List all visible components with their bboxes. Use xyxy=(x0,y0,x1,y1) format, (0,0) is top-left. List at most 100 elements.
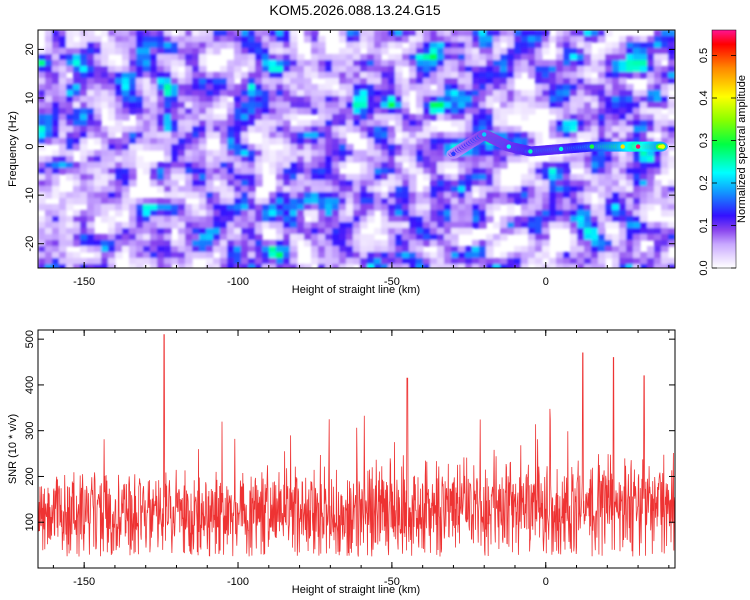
heatmap-cell xyxy=(605,216,613,223)
heatmap-cell xyxy=(612,132,620,139)
heatmap-cell xyxy=(262,204,270,211)
heatmap-cell xyxy=(311,102,319,109)
heatmap-cell xyxy=(185,144,193,151)
heatmap-cell xyxy=(374,186,382,193)
heatmap-cell xyxy=(402,264,410,268)
heatmap-cell xyxy=(248,168,256,175)
heatmap-cell xyxy=(479,240,487,247)
heatmap-cell xyxy=(220,192,228,199)
heatmap-cell xyxy=(346,210,354,217)
heatmap-cell xyxy=(332,72,340,79)
heatmap-cell xyxy=(234,240,242,247)
heatmap-cell xyxy=(325,84,333,91)
heatmap-cell xyxy=(472,186,480,193)
heatmap-cell xyxy=(493,72,501,79)
heatmap-cell xyxy=(416,138,424,145)
heatmap-cell xyxy=(570,126,578,133)
heatmap-cell xyxy=(584,66,592,73)
heatmap-cell xyxy=(122,204,130,211)
heatmap-cell xyxy=(479,102,487,109)
heatmap-cell xyxy=(45,234,53,241)
heatmap-cell xyxy=(437,234,445,241)
heatmap-cell xyxy=(549,108,557,115)
heatmap-cell xyxy=(164,210,172,217)
heatmap-cell xyxy=(129,180,137,187)
heatmap-cell xyxy=(395,252,403,259)
heatmap-cell xyxy=(59,150,67,157)
heatmap-cell xyxy=(73,222,81,229)
heatmap-cell xyxy=(549,126,557,133)
heatmap-cell xyxy=(381,240,389,247)
heatmap-cell xyxy=(612,162,620,169)
heatmap-cell xyxy=(38,54,46,61)
heatmap-cell xyxy=(164,144,172,151)
heatmap-cell xyxy=(353,192,361,199)
heatmap-cell xyxy=(143,198,151,205)
heatmap-cell xyxy=(626,198,634,205)
heatmap-cell xyxy=(409,240,417,247)
heatmap-cell xyxy=(234,168,242,175)
heatmap-cell xyxy=(367,150,375,157)
heatmap-cell xyxy=(332,198,340,205)
heatmap-cell xyxy=(661,258,669,265)
heatmap-cell xyxy=(486,252,494,259)
heatmap-cell xyxy=(220,66,228,73)
heatmap-cell xyxy=(269,90,277,97)
heatmap-cell xyxy=(451,246,459,253)
heatmap-cell xyxy=(633,156,641,163)
heatmap-cell xyxy=(332,114,340,121)
heatmap-cell xyxy=(395,186,403,193)
heatmap-cell xyxy=(150,234,158,241)
heatmap-cell xyxy=(654,126,662,133)
heatmap-cell xyxy=(479,204,487,211)
heatmap-cell xyxy=(52,252,60,259)
heatmap-cell xyxy=(444,96,452,103)
heatmap-cell xyxy=(80,90,88,97)
heatmap-cell xyxy=(360,42,368,49)
heatmap-cell xyxy=(325,66,333,73)
heatmap-cell xyxy=(276,54,284,61)
heatmap-cell xyxy=(283,60,291,67)
heatmap-cell xyxy=(402,210,410,217)
heatmap-cell xyxy=(584,252,592,259)
heatmap-cell xyxy=(283,210,291,217)
heatmap-cell xyxy=(297,54,305,61)
heatmap-cell xyxy=(437,30,445,37)
heatmap-cell xyxy=(45,54,53,61)
heatmap-cell xyxy=(430,114,438,121)
heatmap-cell xyxy=(122,60,130,67)
heatmap-cell xyxy=(339,210,347,217)
heatmap-cell xyxy=(500,228,508,235)
heatmap-cell xyxy=(157,30,165,37)
heatmap-cell xyxy=(479,126,487,133)
heatmap-cell xyxy=(668,78,675,85)
heatmap-cell xyxy=(507,126,515,133)
heatmap-cell xyxy=(493,192,501,199)
heatmap-cell xyxy=(80,186,88,193)
heatmap-cell xyxy=(94,156,102,163)
heatmap-cell xyxy=(493,240,501,247)
heatmap-cell xyxy=(577,132,585,139)
heatmap-cell xyxy=(73,126,81,133)
heatmap-cell xyxy=(367,84,375,91)
heatmap-cell xyxy=(395,258,403,265)
heatmap-cell xyxy=(640,174,648,181)
heatmap-cell xyxy=(255,90,263,97)
heatmap-cell xyxy=(465,96,473,103)
heatmap-cell xyxy=(465,162,473,169)
heatmap-cell xyxy=(269,246,277,253)
heatmap-cell xyxy=(598,102,606,109)
heatmap-cell xyxy=(94,138,102,145)
heatmap-cell xyxy=(507,42,515,49)
heatmap-cell xyxy=(213,204,221,211)
heatmap-cell xyxy=(633,114,641,121)
heatmap-cell xyxy=(332,210,340,217)
heatmap-cell xyxy=(402,144,410,151)
heatmap-cell xyxy=(318,54,326,61)
heatmap-cell xyxy=(101,150,109,157)
heatmap-cell xyxy=(248,210,256,217)
heatmap-cell xyxy=(647,102,655,109)
heatmap-cell xyxy=(80,234,88,241)
heatmap-cell xyxy=(430,42,438,49)
heatmap-cell xyxy=(311,252,319,259)
